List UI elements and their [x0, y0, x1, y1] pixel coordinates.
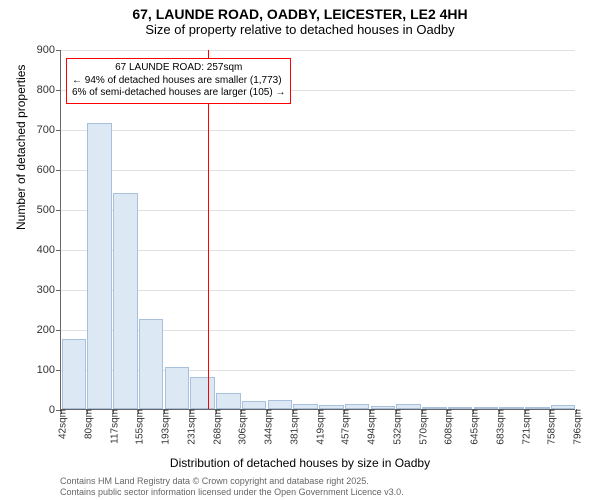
gridline	[61, 170, 575, 171]
ytick-label: 600	[37, 164, 61, 176]
chart-subtitle: Size of property relative to detached ho…	[0, 22, 600, 41]
ytick-label: 700	[37, 124, 61, 136]
histogram-bar	[62, 339, 86, 409]
annotation-box: 67 LAUNDE ROAD: 257sqm← 94% of detached …	[66, 58, 291, 104]
annotation-title: 67 LAUNDE ROAD: 257sqm	[72, 62, 285, 75]
histogram-bar	[525, 407, 549, 409]
gridline	[61, 250, 575, 251]
histogram-bar	[216, 393, 240, 409]
ytick-label: 100	[37, 364, 61, 376]
histogram-bar	[371, 406, 395, 409]
histogram-bar	[448, 407, 472, 409]
ytick-label: 800	[37, 84, 61, 96]
xtick-label: 80sqm	[79, 409, 94, 439]
xtick-label: 494sqm	[363, 409, 378, 445]
histogram-bar	[190, 377, 214, 409]
xtick-label: 796sqm	[569, 409, 584, 445]
histogram-bar	[139, 319, 163, 409]
ytick-label: 500	[37, 204, 61, 216]
histogram-bar	[113, 193, 137, 409]
xtick-label: 721sqm	[517, 409, 532, 445]
footer-line1: Contains HM Land Registry data © Crown c…	[60, 476, 404, 487]
histogram-bar	[242, 401, 266, 409]
gridline	[61, 130, 575, 131]
xtick-label: 608sqm	[440, 409, 455, 445]
chart-title-address: 67, LAUNDE ROAD, OADBY, LEICESTER, LE2 4…	[0, 0, 600, 22]
histogram-bar	[165, 367, 189, 409]
gridline	[61, 50, 575, 51]
histogram-bar	[293, 404, 317, 409]
xtick-label: 532sqm	[388, 409, 403, 445]
xtick-label: 268sqm	[208, 409, 223, 445]
xtick-label: 570sqm	[414, 409, 429, 445]
xtick-label: 306sqm	[234, 409, 249, 445]
ytick-label: 300	[37, 284, 61, 296]
ytick-label: 400	[37, 244, 61, 256]
marker-line	[208, 50, 209, 409]
footer-line2: Contains public sector information licen…	[60, 487, 404, 498]
ytick-label: 200	[37, 324, 61, 336]
xtick-label: 381sqm	[285, 409, 300, 445]
xtick-label: 758sqm	[543, 409, 558, 445]
histogram-bar	[319, 405, 343, 409]
histogram-bar	[551, 405, 575, 409]
xtick-label: 344sqm	[260, 409, 275, 445]
chart-plot-area: 010020030040050060070080090042sqm80sqm11…	[60, 50, 575, 410]
ytick-label: 900	[37, 44, 61, 56]
xtick-label: 419sqm	[311, 409, 326, 445]
xtick-label: 117sqm	[105, 409, 120, 444]
histogram-bar	[345, 404, 369, 409]
histogram-bar	[499, 407, 523, 409]
annotation-line2: ← 94% of detached houses are smaller (1,…	[72, 75, 285, 88]
y-axis-label: Number of detached properties	[14, 65, 28, 230]
xtick-label: 155sqm	[131, 409, 146, 445]
histogram-bar	[87, 123, 111, 409]
xtick-label: 193sqm	[157, 409, 172, 445]
histogram-bar	[396, 404, 420, 409]
xtick-label: 645sqm	[466, 409, 481, 445]
gridline	[61, 210, 575, 211]
histogram-bar	[474, 407, 498, 409]
x-axis-label: Distribution of detached houses by size …	[0, 456, 600, 470]
xtick-label: 457sqm	[337, 409, 352, 445]
histogram-bar	[268, 400, 292, 409]
xtick-label: 231sqm	[182, 409, 197, 445]
histogram-bar	[422, 407, 446, 409]
xtick-label: 42sqm	[54, 409, 69, 439]
footer-attribution: Contains HM Land Registry data © Crown c…	[60, 476, 404, 498]
xtick-label: 683sqm	[491, 409, 506, 445]
gridline	[61, 290, 575, 291]
annotation-line3: 6% of semi-detached houses are larger (1…	[72, 87, 285, 100]
